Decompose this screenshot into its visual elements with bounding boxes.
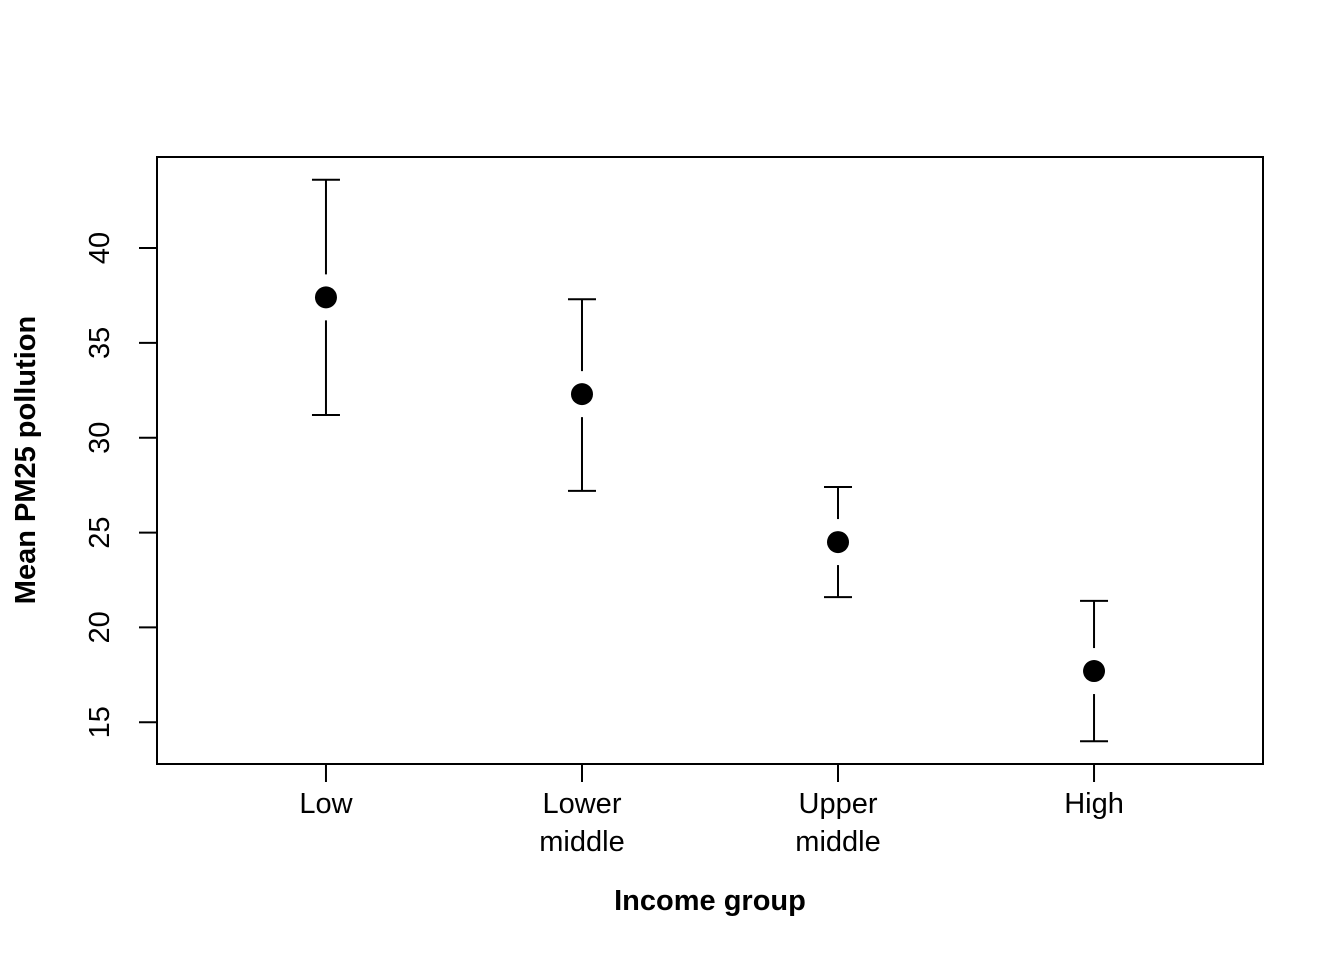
error-bar-group (311, 178, 340, 416)
y-axis-title: Mean PM25 pollution (10, 316, 42, 604)
x-tick-label-line: High (1064, 788, 1124, 820)
y-axis: 15 20 25 30 35 40 (84, 232, 158, 738)
x-tick-label: Lower middle (539, 788, 624, 858)
data-point (570, 383, 593, 406)
x-tick-label-line: middle (795, 826, 880, 858)
x-axis: Low Lower middle Upper middle High (299, 763, 1124, 858)
error-bar-group (824, 486, 853, 599)
y-tick-label: 35 (84, 327, 116, 359)
error-bar-group (1080, 599, 1109, 743)
data-marks (311, 178, 1109, 743)
x-tick-label: High (1064, 788, 1124, 820)
y-tick-label: 20 (84, 611, 116, 643)
x-axis-title: Income group (614, 885, 806, 917)
x-tick-label-line: middle (539, 826, 624, 858)
y-tick-label: 15 (84, 706, 116, 738)
data-point (827, 531, 850, 554)
data-point (1083, 660, 1106, 683)
x-tick-label-line: Low (299, 788, 353, 820)
y-tick-label: 30 (84, 422, 116, 454)
x-tick-label: Upper middle (795, 788, 880, 858)
y-tick-label: 40 (84, 232, 116, 264)
x-tick-label-line: Lower (542, 788, 621, 820)
x-tick-label: Low (299, 788, 353, 820)
data-point (314, 286, 337, 309)
x-tick-label-line: Upper (799, 788, 878, 820)
y-tick-label: 25 (84, 516, 116, 548)
error-bar-group (567, 298, 596, 492)
